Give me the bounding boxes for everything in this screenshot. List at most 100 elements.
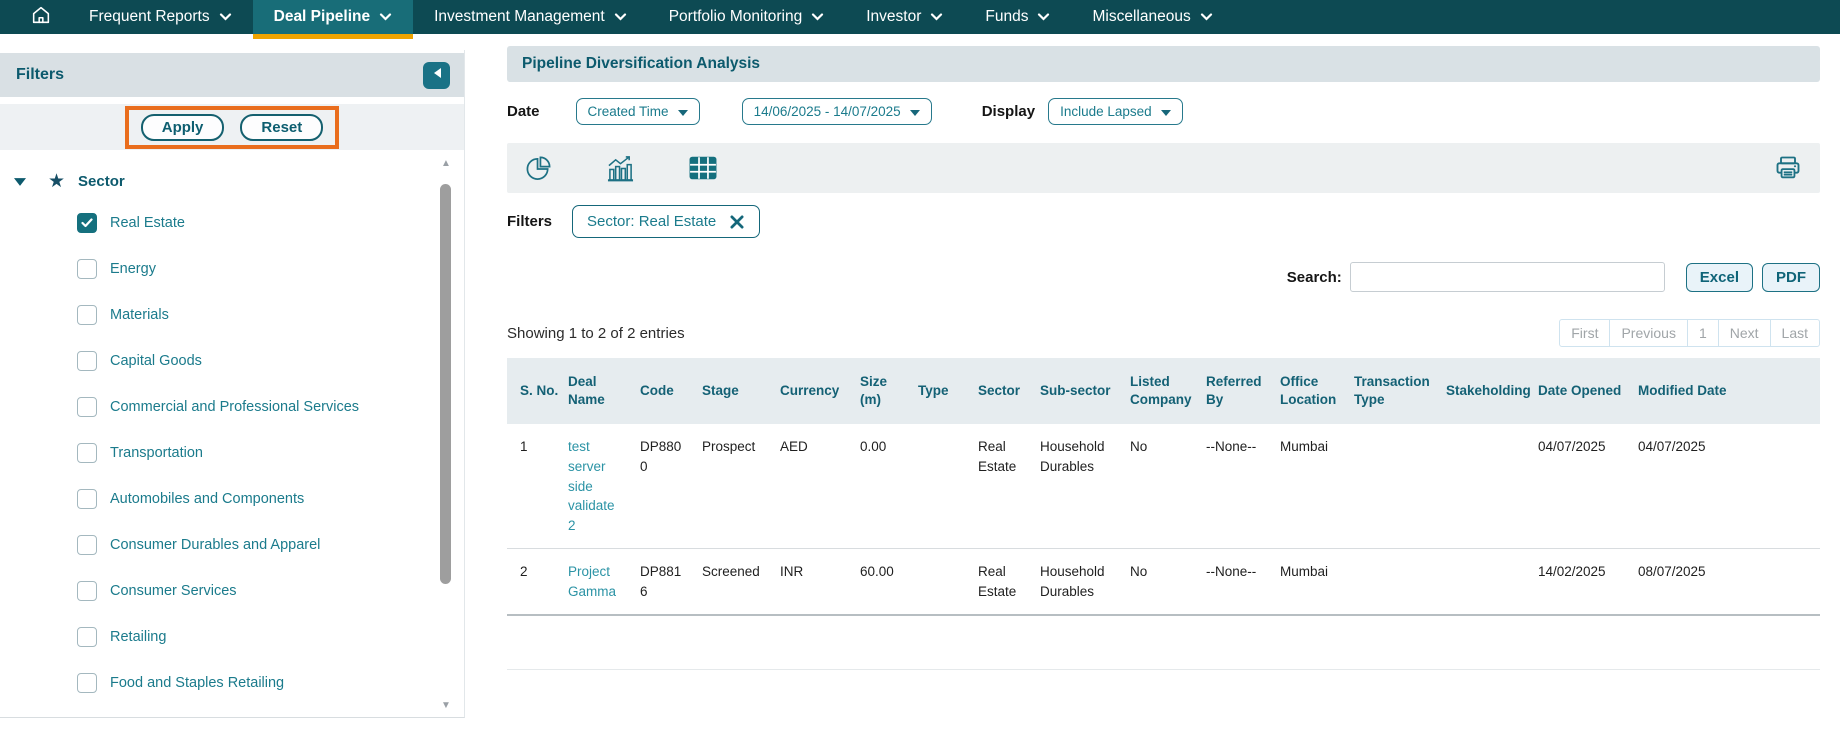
checkbox[interactable] (77, 305, 97, 325)
table-grid-icon[interactable] (689, 156, 717, 180)
chevron-down-icon (811, 8, 824, 26)
checkbox[interactable] (77, 351, 97, 371)
cell: No (1122, 424, 1198, 550)
cell: AED (772, 424, 852, 550)
checkbox[interactable] (77, 673, 97, 693)
scroll-up-icon[interactable]: ▲ (441, 158, 451, 169)
deal-name-link[interactable]: test server side validate 2 (568, 439, 615, 533)
scroll-down-icon[interactable]: ▼ (441, 700, 451, 711)
caret-down-icon[interactable] (14, 177, 26, 186)
home-button[interactable] (14, 0, 68, 34)
pagination-last[interactable]: Last (1769, 319, 1820, 347)
pagination-first[interactable]: First (1559, 319, 1611, 347)
cell: 0.00 (852, 424, 910, 550)
column-header[interactable]: Modified Date (1630, 358, 1820, 425)
column-header[interactable]: Listed Company (1122, 358, 1198, 425)
pagination-next[interactable]: Next (1717, 319, 1771, 347)
checkbox[interactable] (77, 535, 97, 555)
cell: Mumbai (1272, 548, 1346, 617)
date-range-value: 14/06/2025 - 14/07/2025 (753, 104, 901, 119)
view-switcher-bar (507, 143, 1820, 193)
column-header[interactable]: Office Location (1272, 358, 1346, 425)
collapse-left-icon (432, 66, 442, 84)
cell (1438, 424, 1530, 550)
sector-checkbox-item[interactable]: Materials (0, 292, 464, 338)
nav-item[interactable]: Frequent Reports (68, 0, 253, 34)
sidebar-collapse-button[interactable] (423, 61, 450, 89)
close-icon[interactable] (729, 214, 745, 230)
deal-name-link[interactable]: Project Gamma (568, 564, 617, 599)
column-header[interactable]: Code (632, 358, 694, 425)
column-header[interactable]: Sector (970, 358, 1032, 425)
sector-checkbox-item[interactable]: Consumer Durables and Apparel (0, 522, 464, 568)
filter-chip-sector[interactable]: Sector: Real Estate (572, 205, 761, 238)
nav-item[interactable]: Portfolio Monitoring (648, 0, 846, 34)
apply-button[interactable]: Apply (140, 113, 225, 141)
pagination-1[interactable]: 1 (1686, 319, 1719, 347)
sidebar-scrollbar[interactable]: ▲ ▼ (438, 158, 454, 711)
column-header[interactable]: Transaction Type (1346, 358, 1438, 425)
date-range-dropdown[interactable]: 14/06/2025 - 14/07/2025 (741, 98, 932, 125)
pdf-export-button[interactable]: PDF (1762, 262, 1820, 292)
column-header[interactable]: Size (m) (852, 358, 910, 425)
checkbox[interactable] (77, 443, 97, 463)
deals-table: S. No. Deal Name Code Stage Currency Size (m)… (507, 358, 1820, 617)
filter-chip-label: Sector: Real Estate (587, 213, 717, 230)
sector-item-label: Transportation (110, 445, 203, 461)
column-header[interactable]: Type (910, 358, 970, 425)
pagination-previous[interactable]: Previous (1609, 319, 1688, 347)
star-icon[interactable]: ★ (48, 171, 66, 192)
cell: Household Durables (1032, 424, 1122, 550)
nav-item[interactable]: Investment Management (413, 0, 648, 34)
cell (1438, 548, 1530, 617)
nav-item[interactable]: Deal Pipeline (252, 0, 414, 39)
chevron-down-icon (379, 8, 392, 26)
pie-chart-icon[interactable] (525, 155, 552, 182)
display-label: Display (981, 103, 1036, 120)
sector-checkbox-item[interactable]: Commercial and Professional Services (0, 384, 464, 430)
checkbox[interactable] (77, 489, 97, 509)
date-type-dropdown[interactable]: Created Time (575, 98, 700, 125)
search-input[interactable] (1349, 262, 1665, 292)
excel-export-button[interactable]: Excel (1685, 262, 1753, 292)
table-row: 1 test server side validate 2 DP8800 Prospe… (507, 424, 1820, 550)
reset-button[interactable]: Reset (240, 113, 324, 141)
table-info-row: Showing 1 to 2 of 2 entries First Previou… (507, 319, 1820, 347)
cell: --None-- (1198, 424, 1272, 550)
column-header[interactable]: Referred By (1198, 358, 1272, 425)
print-icon[interactable] (1774, 154, 1802, 182)
nav-item[interactable]: Funds (964, 0, 1071, 34)
table-row: 2 Project Gamma DP8816 Screened INR 60.00 Real… (507, 548, 1820, 617)
sector-item-label: Food and Staples Retailing (110, 675, 285, 691)
sector-checkbox-item[interactable]: Food and Staples Retailing (0, 660, 464, 706)
column-header[interactable]: Deal Name (560, 358, 632, 425)
page-body: Filters Apply Reset ★ Sector (0, 34, 1840, 718)
nav-item[interactable]: Miscellaneous (1071, 0, 1233, 34)
sector-checkbox-item[interactable]: Consumer Services (0, 568, 464, 614)
sector-checkbox-item[interactable]: Capital Goods (0, 338, 464, 384)
column-header[interactable]: S. No. (507, 358, 560, 425)
checkbox[interactable] (77, 627, 97, 647)
nav-item[interactable]: Investor (845, 0, 964, 34)
sector-checkbox-item[interactable]: Automobiles and Components (0, 476, 464, 522)
column-header[interactable]: Sub-sector (1032, 358, 1122, 425)
sector-checkbox-item[interactable]: Transportation (0, 430, 464, 476)
checkbox[interactable] (77, 259, 97, 279)
sector-item-label: Capital Goods (110, 353, 202, 369)
cell: 04/07/2025 (1530, 424, 1630, 550)
checkbox[interactable] (77, 397, 97, 417)
sector-checkbox-item[interactable]: Retailing (0, 614, 464, 660)
sector-checkbox-item[interactable]: Energy (0, 246, 464, 292)
column-header[interactable]: Currency (772, 358, 852, 425)
bar-chart-icon[interactable] (606, 155, 635, 182)
checkbox[interactable] (77, 581, 97, 601)
scrollbar-thumb[interactable] (440, 184, 451, 584)
column-header[interactable]: Date Opened (1530, 358, 1630, 425)
column-header[interactable]: Stage (694, 358, 772, 425)
sector-checkbox-item[interactable]: Real Estate (0, 200, 464, 246)
display-dropdown[interactable]: Include Lapsed (1048, 98, 1183, 125)
checkbox[interactable] (77, 213, 97, 233)
table-body: 1 test server side validate 2 DP8800 Prospe… (507, 424, 1820, 617)
entries-summary: Showing 1 to 2 of 2 entries (507, 324, 685, 342)
column-header[interactable]: Stakeholding (1438, 358, 1531, 425)
